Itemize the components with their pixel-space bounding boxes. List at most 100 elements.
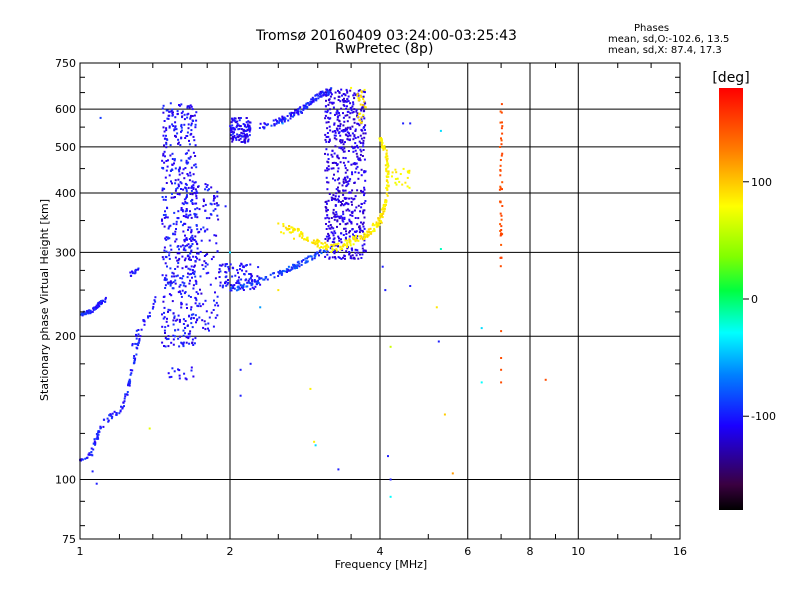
data-point: [340, 257, 343, 260]
data-point: [348, 134, 351, 137]
data-point: [245, 130, 247, 132]
data-point: [257, 279, 260, 282]
data-point: [165, 129, 168, 132]
data-point: [327, 245, 330, 248]
data-point: [172, 312, 175, 315]
data-point: [337, 167, 340, 170]
data-point: [324, 238, 327, 240]
data-point: [329, 227, 332, 230]
data-point: [325, 235, 328, 238]
data-point: [97, 437, 100, 440]
data-point: [135, 269, 137, 272]
data-point: [222, 284, 225, 287]
data-point: [311, 257, 314, 260]
data-point: [330, 153, 333, 156]
data-point: [164, 262, 167, 265]
data-point: [499, 265, 502, 268]
data-point: [244, 137, 247, 140]
data-point: [217, 304, 220, 307]
data-point: [335, 192, 338, 195]
data-point: [216, 190, 219, 193]
data-point: [336, 215, 339, 218]
data-point: [186, 194, 188, 197]
data-point: [180, 126, 183, 129]
data-point: [325, 223, 327, 225]
data-point: [337, 242, 340, 245]
data-point: [175, 238, 178, 241]
data-point: [328, 138, 331, 141]
data-point: [386, 161, 389, 164]
data-point: [342, 116, 345, 119]
data-point: [168, 237, 171, 240]
data-point: [334, 249, 337, 252]
data-point: [335, 199, 338, 202]
data-point: [391, 175, 393, 178]
data-point: [249, 121, 252, 124]
data-point: [360, 202, 363, 205]
data-point: [176, 110, 179, 113]
data-point: [297, 228, 300, 231]
data-point: [193, 264, 196, 267]
data-point: [178, 170, 181, 173]
data-point: [167, 338, 170, 340]
data-point: [229, 289, 232, 292]
data-point: [336, 128, 339, 131]
data-point: [132, 357, 135, 360]
data-point: [185, 237, 188, 240]
data-point: [238, 135, 241, 137]
data-point: [195, 321, 197, 324]
data-point: [233, 131, 235, 134]
data-point: [236, 286, 239, 289]
data-point: [207, 327, 209, 330]
data-point: [302, 108, 305, 111]
data-point: [348, 116, 351, 119]
data-point: [87, 453, 90, 456]
data-point: [237, 271, 239, 274]
data-point: [389, 495, 392, 498]
data-point: [183, 123, 186, 126]
data-point: [329, 129, 332, 132]
data-point: [263, 126, 266, 129]
data-point: [181, 110, 184, 113]
data-point: [386, 181, 389, 184]
data-point: [187, 174, 190, 177]
data-point: [361, 247, 364, 250]
data-point: [188, 106, 191, 109]
data-point: [165, 109, 168, 112]
data-point: [346, 208, 349, 211]
data-point: [439, 129, 442, 132]
data-point: [284, 226, 287, 229]
data-point: [204, 209, 207, 212]
data-point: [501, 132, 504, 135]
data-point: [323, 245, 326, 248]
data-point: [324, 117, 327, 120]
data-point: [206, 189, 209, 192]
data-point: [187, 112, 190, 115]
data-point: [224, 276, 227, 279]
data-point: [361, 190, 364, 193]
data-point: [177, 210, 180, 213]
data-point: [326, 90, 329, 93]
data-point: [327, 181, 330, 184]
data-point: [364, 179, 367, 182]
data-point: [378, 223, 381, 226]
data-point: [151, 307, 154, 310]
data-point: [164, 277, 166, 280]
data-point: [165, 182, 168, 184]
data-point: [337, 186, 339, 189]
data-point: [235, 289, 238, 292]
data-point: [178, 173, 181, 176]
data-point: [323, 249, 326, 252]
data-point: [331, 155, 334, 158]
data-point: [349, 112, 352, 115]
data-point: [191, 234, 194, 237]
data-point: [499, 230, 502, 232]
data-point: [368, 231, 371, 233]
data-point: [236, 269, 239, 272]
data-point: [281, 122, 284, 125]
data-point: [240, 131, 243, 134]
data-point: [245, 285, 248, 288]
colorbar-tick-label: 0: [751, 293, 758, 306]
data-point: [359, 237, 362, 240]
data-point: [334, 131, 337, 134]
